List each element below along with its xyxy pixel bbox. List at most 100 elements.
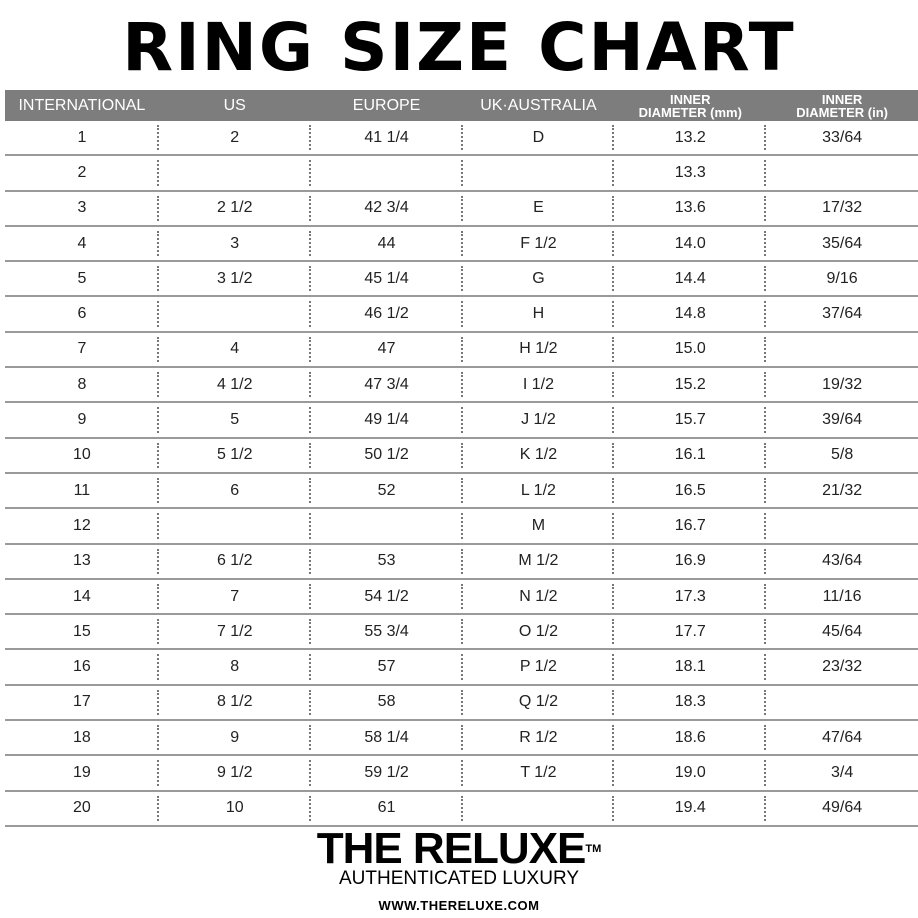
cell-us: 7 1/2	[159, 615, 311, 648]
header-international: INTERNATIONAL	[18, 97, 146, 114]
table-row: 10 5 1/2 50 1/2 K 1/2 16.1 5/8	[5, 439, 918, 474]
header-diameter-mm-cell: INNER DIAMETER (mm)	[614, 90, 766, 121]
cell-europe: 53	[311, 545, 463, 578]
cell-diameter-in: 43/64	[822, 552, 863, 570]
table-row: 13 6 1/2 53 M 1/2 16.9 43/64	[5, 545, 918, 580]
cell-diameter-mm: 17.3	[614, 580, 767, 613]
cell-diameter-mm: 13.3	[614, 156, 767, 189]
cell-us: 8	[159, 650, 311, 683]
cell-uk-australia: E	[463, 192, 615, 225]
cell-uk-australia: T 1/2	[463, 756, 615, 789]
table-row: 17 8 1/2 58 Q 1/2 18.3	[5, 686, 918, 722]
cell-diameter-in: 19/32	[822, 375, 863, 393]
table-row: 11 6 52 L 1/2 16.5 21/32	[5, 474, 918, 510]
cell-international: 14	[5, 580, 159, 613]
cell-europe: 50 1/2	[311, 439, 463, 472]
table-header: INTERNATIONAL US EUROPE UK·AUSTRALIA INN…	[5, 90, 918, 121]
header-uk-australia: UK·AUSTRALIA	[480, 97, 597, 114]
cell-diameter-mm: 19.0	[614, 756, 767, 789]
cell-us: 5 1/2	[159, 439, 311, 472]
cell-us	[159, 297, 311, 330]
cell-europe: 47	[311, 333, 463, 366]
cell-europe: 45 1/4	[311, 262, 463, 295]
cell-international: 8	[5, 368, 159, 401]
cell-us: 3 1/2	[159, 262, 311, 295]
cell-europe: 57	[311, 650, 463, 683]
cell-us: 2	[159, 121, 311, 154]
cell-diameter-in: 23/32	[822, 658, 863, 676]
brand-tagline: AUTHENTICATED LUXURY	[339, 868, 579, 889]
table-row: 12 M 16.7	[5, 509, 918, 545]
cell-international: 11	[5, 474, 159, 507]
cell-diameter-mm: 19.4	[614, 792, 767, 825]
table-row: 2 13.3	[5, 156, 918, 192]
cell-uk-australia	[463, 156, 615, 189]
brand-logo: THE RELUXETM	[0, 826, 918, 872]
cell-diameter-in: 3/4	[830, 763, 854, 781]
cell-diameter-mm: 16.9	[614, 545, 767, 578]
cell-diameter-mm: 13.6	[614, 192, 767, 225]
cell-us: 2 1/2	[159, 192, 311, 225]
cell-diameter-in	[766, 509, 918, 542]
cell-us: 4	[159, 333, 311, 366]
cell-uk-australia: N 1/2	[463, 580, 615, 613]
table-row: 6 46 1/2 H 14.8 37/64	[5, 297, 918, 333]
cell-europe	[311, 509, 463, 542]
cell-uk-australia: G	[463, 262, 615, 295]
table-row: 4 3 44 F 1/2 14.0 35/64	[5, 227, 918, 263]
cell-diameter-in: 11/16	[822, 587, 862, 605]
cell-international: 20	[5, 792, 159, 825]
brand-footer: THE RELUXETM AUTHENTICATED LUXURY WWW.TH…	[0, 826, 918, 914]
ring-size-table: INTERNATIONAL US EUROPE UK·AUSTRALIA INN…	[5, 90, 918, 827]
table-row: 15 7 1/2 55 3/4 O 1/2 17.7 45/64	[5, 615, 918, 651]
cell-europe: 47 3/4	[311, 368, 463, 401]
cell-diameter-mm: 13.2	[614, 121, 767, 154]
table-row: 1 2 41 1/4 D 13.2 33/64	[5, 121, 918, 157]
cell-diameter-in: 33/64	[822, 128, 863, 146]
cell-diameter-in: 5/8	[830, 446, 854, 464]
cell-diameter-in: 37/64	[822, 305, 863, 323]
cell-us: 6 1/2	[159, 545, 311, 578]
cell-uk-australia: H	[463, 297, 615, 330]
cell-international: 18	[5, 721, 159, 754]
table-row: 19 9 1/2 59 1/2 T 1/2 19.0 3/4	[5, 756, 918, 792]
cell-diameter-mm: 17.7	[614, 615, 767, 648]
cell-us: 4 1/2	[159, 368, 311, 401]
cell-diameter-mm: 14.4	[614, 262, 767, 295]
cell-diameter-mm: 14.8	[614, 297, 767, 330]
cell-diameter-in: 39/64	[822, 411, 863, 429]
cell-uk-australia: D	[463, 121, 615, 154]
cell-us	[159, 509, 311, 542]
cell-diameter-mm: 15.0	[614, 333, 767, 366]
table-row: 9 5 49 1/4 J 1/2 15.7 39/64	[5, 403, 918, 439]
cell-europe: 61	[311, 792, 463, 825]
cell-international: 9	[5, 403, 159, 436]
header-diameter-mm: INNER DIAMETER (mm)	[638, 91, 742, 120]
cell-diameter-in: 47/64	[822, 728, 863, 746]
cell-international: 7	[5, 333, 159, 366]
header-diameter-in-cell: INNER DIAMETER (in)	[766, 90, 918, 121]
cell-uk-australia: J 1/2	[463, 403, 615, 436]
logo-text: THE RELUXE	[316, 824, 587, 873]
cell-diameter-mm: 15.7	[614, 403, 767, 436]
cell-us	[159, 156, 311, 189]
cell-uk-australia: M 1/2	[463, 545, 615, 578]
page-title: RING SIZE CHART	[122, 9, 796, 86]
cell-uk-australia: R 1/2	[463, 721, 615, 754]
table-row: 14 7 54 1/2 N 1/2 17.3 11/16	[5, 580, 918, 616]
cell-diameter-in	[766, 156, 918, 189]
brand-url: WWW.THERELUXE.COM	[378, 898, 540, 913]
cell-us: 8 1/2	[159, 686, 311, 719]
cell-diameter-in	[766, 686, 918, 719]
cell-us: 7	[159, 580, 311, 613]
cell-us: 3	[159, 227, 311, 260]
cell-uk-australia: F 1/2	[463, 227, 615, 260]
table-row: 18 9 58 1/4 R 1/2 18.6 47/64	[5, 721, 918, 757]
cell-diameter-in: 49/64	[822, 799, 863, 817]
cell-us: 9 1/2	[159, 756, 311, 789]
cell-uk-australia: I 1/2	[463, 368, 615, 401]
cell-europe: 42 3/4	[311, 192, 463, 225]
